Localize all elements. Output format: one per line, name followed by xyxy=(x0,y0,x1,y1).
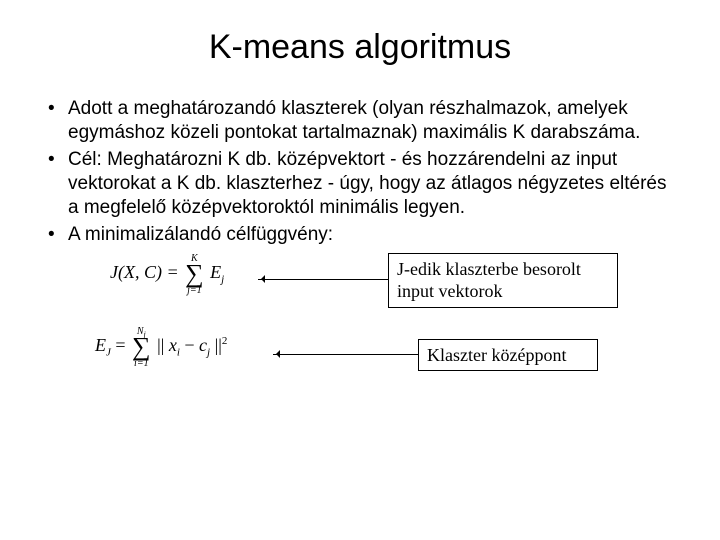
formula-lhs-var: E xyxy=(95,335,106,355)
bullet-text: Adott a meghatározandó klaszterek (olyan… xyxy=(68,97,680,146)
norm-open: || xyxy=(157,335,169,355)
arrow-icon xyxy=(258,279,388,280)
list-item: • A minimalizálandó célfüggvény: xyxy=(48,223,680,247)
bullet-text: Cél: Meghatározni K db. középvektort - é… xyxy=(68,148,680,221)
sum-lower: j=1 xyxy=(187,285,202,296)
minus: − xyxy=(180,335,199,355)
bullet-text: A minimalizálandó célfüggvény: xyxy=(68,223,680,247)
page-title: K-means algoritmus xyxy=(0,0,720,97)
var-x: x xyxy=(169,335,177,355)
annotation-cluster-center: Klaszter középpont xyxy=(418,339,598,372)
bullet-dot: • xyxy=(48,97,68,146)
sigma-icon: Nj ∑ i=1 xyxy=(132,334,151,360)
formula-rhs: E xyxy=(210,262,221,282)
var-c: c xyxy=(199,335,207,355)
formula-sub: j xyxy=(221,274,224,286)
formula-e: EJ = Nj ∑ i=1 || xi − cj ||2 xyxy=(95,334,227,360)
list-item: • Cél: Meghatározni K db. középvektort -… xyxy=(48,148,680,221)
sum-upper: Nj xyxy=(137,326,146,339)
formula-j: J(X, C) = K ∑ j=1 Ej xyxy=(110,261,224,287)
formula-eq: = xyxy=(111,335,130,355)
formula-lhs: J(X, C) = xyxy=(110,262,179,282)
sigma-icon: K ∑ j=1 xyxy=(185,261,204,287)
list-item: • Adott a meghatározandó klaszterek (oly… xyxy=(48,97,680,146)
annotation-cluster-vectors: J-edik klaszterbe besorolt input vektoro… xyxy=(388,253,618,308)
bullet-dot: • xyxy=(48,223,68,247)
bullet-dot: • xyxy=(48,148,68,221)
formula-area: J(X, C) = K ∑ j=1 Ej EJ = Nj ∑ i=1 || xi… xyxy=(0,249,720,419)
bullet-list: • Adott a meghatározandó klaszterek (oly… xyxy=(0,97,720,247)
norm-close: || xyxy=(210,335,222,355)
sum-lower: i=1 xyxy=(134,358,149,369)
sum-upper: K xyxy=(191,253,198,264)
exp: 2 xyxy=(222,335,228,347)
arrow-icon xyxy=(273,354,418,355)
